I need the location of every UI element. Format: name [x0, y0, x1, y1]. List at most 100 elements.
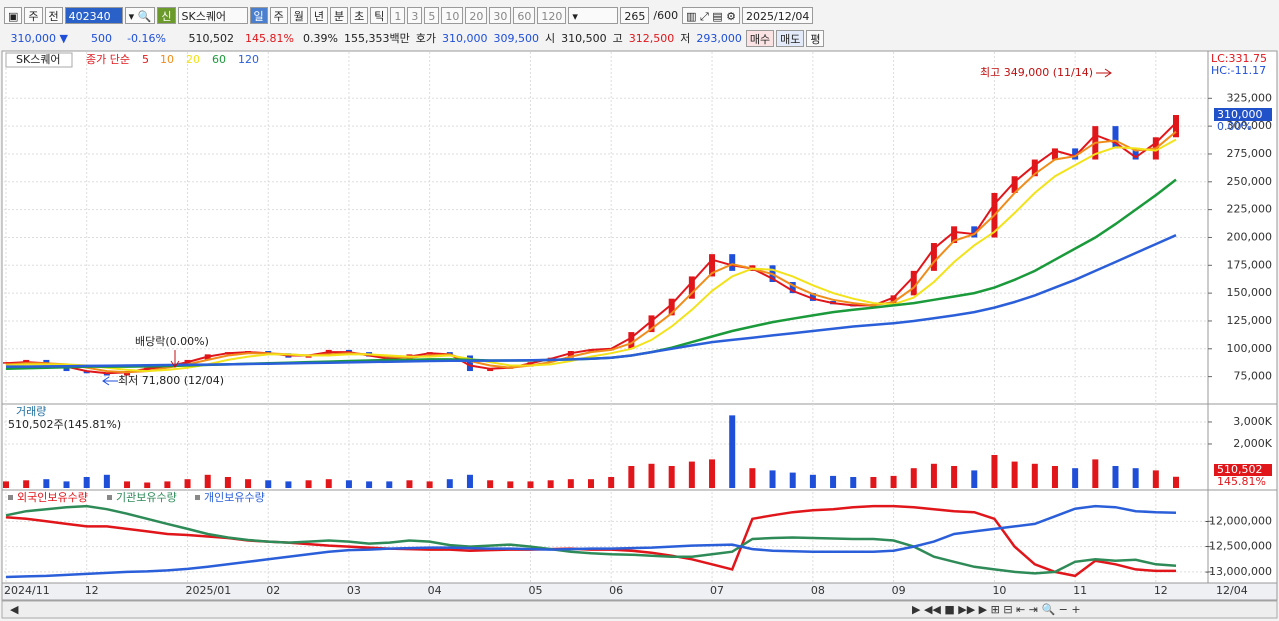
volume-bar — [588, 479, 594, 488]
volume-bar — [224, 476, 231, 488]
change-label: 145.81% — [1217, 475, 1266, 488]
candle — [265, 351, 272, 354]
legend-swatch — [195, 495, 200, 500]
legend-entry: 5 — [142, 53, 149, 66]
scroll-left[interactable]: ◀ — [10, 603, 19, 616]
annotation-arrow — [1096, 68, 1112, 78]
legend-entry: 개인보유수량 — [204, 491, 265, 504]
volume-bar — [709, 459, 716, 488]
candle — [1031, 159, 1038, 177]
candle — [487, 368, 494, 372]
open-label: 시 — [544, 32, 556, 45]
period[interactable]: 년 — [309, 6, 328, 24]
x-tick-label: 08 — [811, 584, 825, 597]
legend-entry: 20 — [186, 53, 200, 66]
volume-bar — [688, 461, 695, 488]
date[interactable]: 2025/12/04 — [742, 6, 814, 24]
x-tick-label: 12 — [85, 584, 99, 597]
volume-bar — [83, 476, 90, 488]
count[interactable]: 265 — [620, 6, 650, 24]
y-tick-label: 125,000 — [1227, 314, 1273, 327]
sell-button[interactable]: 매도 — [776, 29, 805, 47]
y-tick-label: 225,000 — [1227, 203, 1273, 216]
legend-entry: 60 — [212, 53, 226, 66]
candle — [951, 226, 958, 244]
current-box — [1214, 108, 1272, 122]
y-tick-label: 200,000 — [1227, 230, 1273, 243]
current-label: 510,502 — [1217, 463, 1263, 476]
volume-bar — [547, 480, 554, 488]
candle — [345, 349, 352, 353]
new[interactable]: 신 — [157, 6, 176, 24]
volume-bar — [991, 454, 998, 488]
volume-bar — [507, 481, 514, 488]
legend-entry: 10 — [160, 53, 174, 66]
minute[interactable]: 5 — [424, 6, 440, 24]
volume-bar — [527, 481, 534, 488]
volume-bar — [1051, 465, 1058, 488]
period[interactable]: 분 — [330, 6, 349, 24]
ma-line — [6, 234, 1177, 368]
chart: ◀ ▶ ◀◀ ■ ▶▶ ▶ ⊞ ⊟ ⇤ ⇥ 🔍 − + 2024/11 12 202… — [1, 50, 1278, 619]
legend-prefix: 종가 단순 — [86, 53, 130, 66]
minute[interactable]: 1 — [390, 6, 406, 24]
ask-label: 호가 — [415, 32, 436, 45]
volume-bar — [487, 480, 494, 488]
candle — [890, 295, 897, 305]
volume-bar — [245, 479, 252, 488]
period[interactable]: 틱 — [370, 6, 389, 24]
minute[interactable]: 30 — [489, 6, 512, 24]
volume-bar — [930, 463, 937, 488]
volume-bar — [345, 480, 352, 488]
minute[interactable]: 10 — [441, 6, 464, 24]
period[interactable]: 초 — [350, 6, 369, 24]
minute[interactable]: 120 — [537, 6, 567, 24]
eval-button[interactable]: 평 — [806, 29, 825, 47]
code[interactable]: 402340 — [64, 6, 123, 24]
buy-button[interactable]: 매수 — [745, 29, 775, 47]
volume-bar — [1112, 465, 1119, 488]
candle — [910, 270, 917, 296]
legend-entry: 외국인보유수량 — [17, 491, 88, 504]
quote-bar: 310,000 ▼ 500 -0.16% 510,502 145.81% 0.3… — [0, 28, 1279, 48]
candle — [1112, 126, 1119, 149]
low: 293,000 — [696, 31, 742, 45]
prev[interactable]: 전 — [44, 6, 63, 24]
y-tick-label: 75,000 — [1234, 370, 1273, 383]
current-label: 310,000 — [1217, 108, 1263, 121]
turnover: 0.39% — [303, 31, 338, 45]
icon[interactable]: ▣ — [4, 6, 23, 24]
scroll-controls[interactable]: ▶ ◀◀ ■ ▶▶ ▶ ⊞ ⊟ ⇤ ⇥ 🔍 − + — [912, 602, 1081, 616]
panel-title: 거래량 — [16, 405, 46, 418]
dropdown[interactable]: ▾ — [568, 6, 619, 24]
minute[interactable]: 20 — [465, 6, 488, 24]
annotation-arrow — [102, 376, 118, 386]
volume-bar — [406, 480, 413, 488]
period[interactable]: 주 — [269, 6, 288, 24]
minute[interactable]: 3 — [407, 6, 423, 24]
legend-swatch — [107, 495, 112, 500]
y-tick-label: -12,000,000 — [1205, 514, 1272, 527]
tools[interactable]: ▥ ⤢ ▤ ⚙ — [682, 6, 741, 24]
volume-bar — [769, 470, 776, 488]
y-tick-label: 100,000 — [1227, 342, 1273, 355]
volume-bar — [184, 479, 191, 488]
price: 310,000 ▼ — [10, 31, 68, 45]
change: 500 — [91, 31, 112, 45]
volume-bar — [1031, 463, 1038, 488]
period[interactable]: 월 — [289, 6, 308, 24]
panel-subtitle: 510,502주(145.81%) — [8, 418, 121, 431]
minute[interactable]: 60 — [513, 6, 536, 24]
search[interactable]: ▾ 🔍 — [124, 6, 156, 24]
scrollbar[interactable] — [1, 600, 1278, 619]
volume-bar — [608, 476, 615, 488]
period[interactable]: 일 — [249, 6, 268, 24]
y-tick-label: 150,000 — [1227, 286, 1273, 299]
volume-bar — [164, 481, 171, 488]
annotation-arrow — [170, 350, 180, 368]
stock-name[interactable]: SK스퀘어 — [177, 6, 248, 24]
market[interactable]: 주 — [24, 6, 43, 24]
y-tick-label: 175,000 — [1227, 258, 1273, 271]
volume-bar — [870, 476, 877, 488]
volume-rate: 145.81% — [245, 31, 294, 45]
